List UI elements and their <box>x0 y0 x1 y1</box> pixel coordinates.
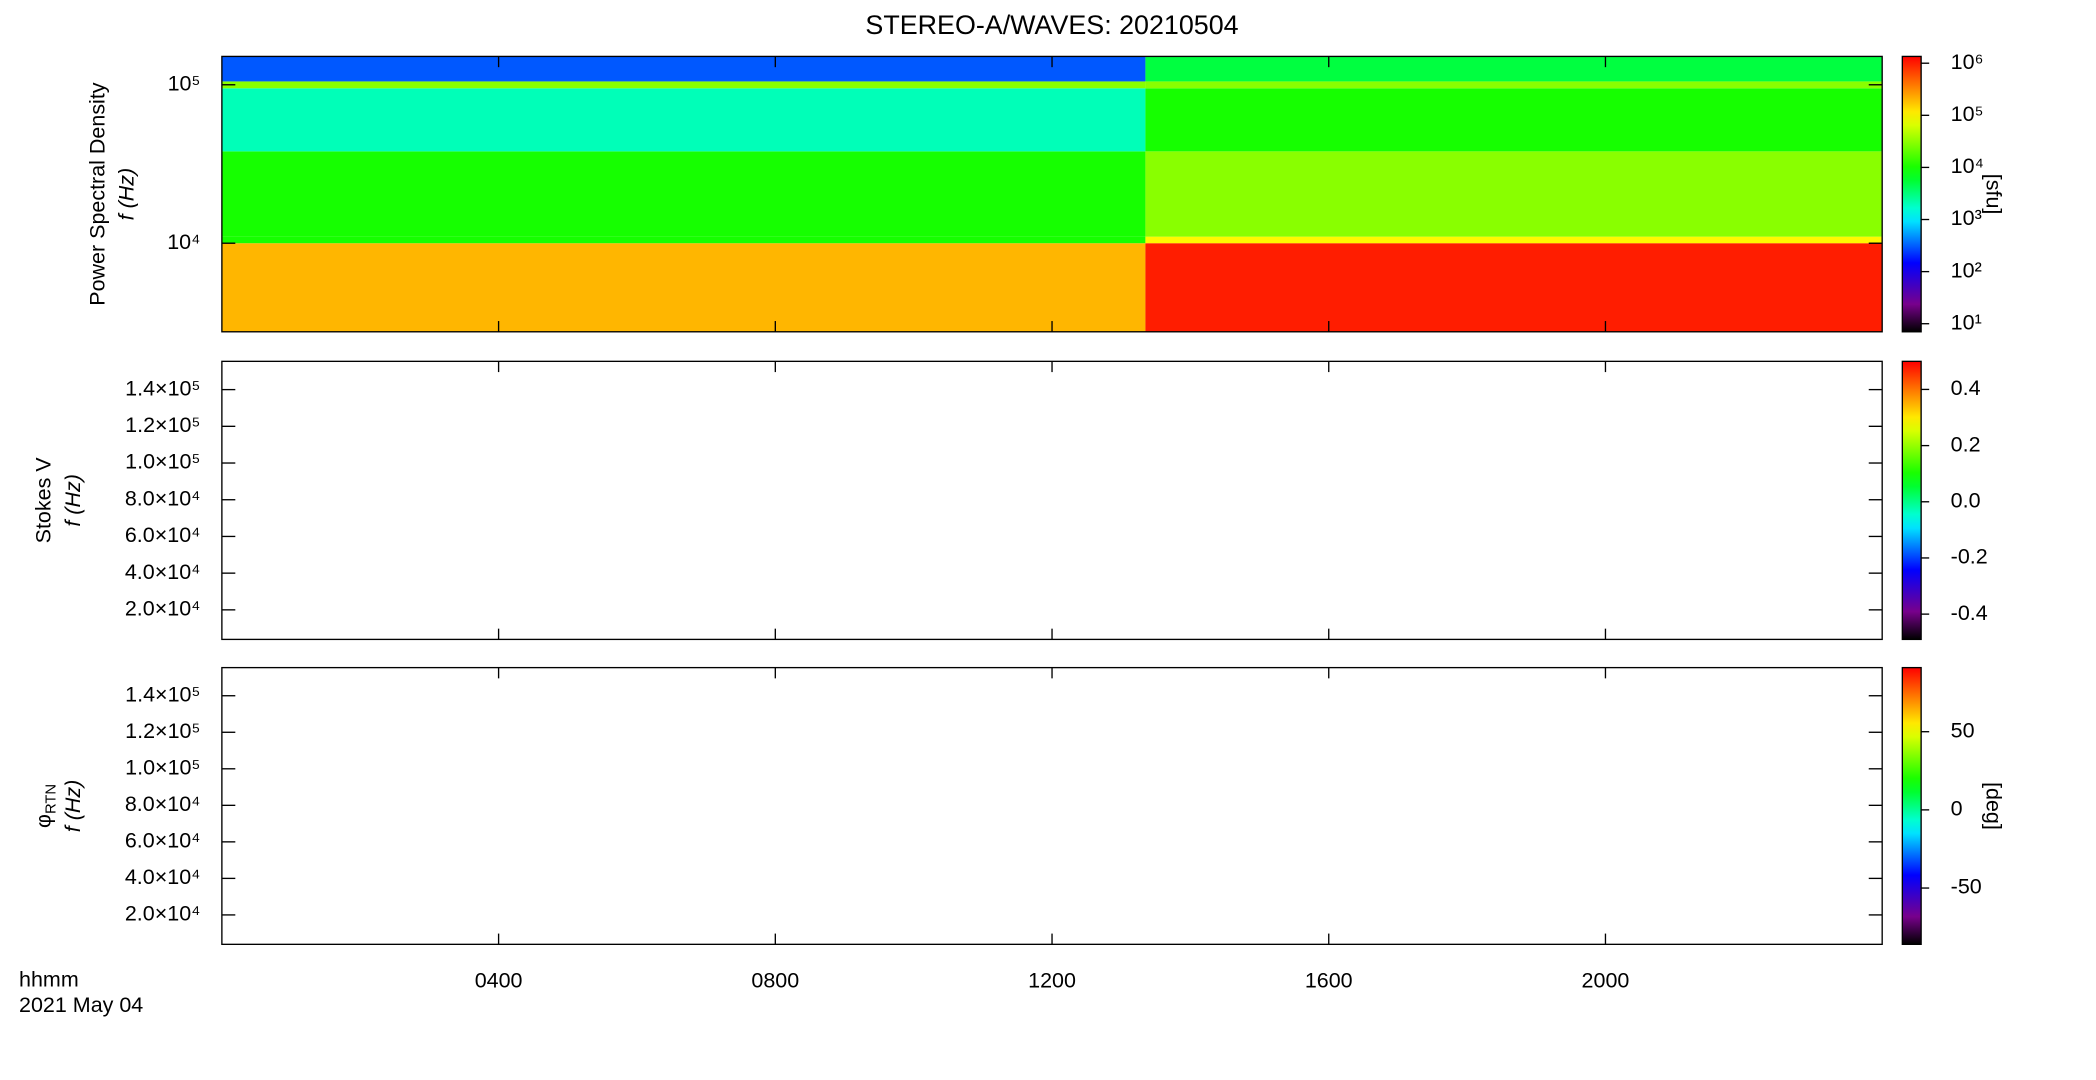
colorbar-tick-label: 0 <box>1951 797 1963 821</box>
y-tick-label: 6.0×10⁴ <box>125 523 201 547</box>
heatmap-cell <box>1145 88 1883 152</box>
y-axis-label-sub: RTN <box>43 784 59 814</box>
colorbar-tick-label: 0.0 <box>1951 488 1981 512</box>
heatmap-cell <box>221 88 1146 152</box>
colorbar-tick-label: -0.4 <box>1951 601 1988 625</box>
y-tick-label: 1.0×10⁵ <box>125 450 200 474</box>
date-label: 2021 May 04 <box>19 993 143 1017</box>
y-tick-label: 8.0×10⁴ <box>125 792 201 816</box>
colorbar-tick-label: 10² <box>1951 258 1982 282</box>
y-tick-label: 8.0×10⁴ <box>125 486 201 510</box>
colorbar <box>1901 360 1922 641</box>
y-axis-label: Stokes V <box>31 457 55 544</box>
x-tick-label: 0800 <box>751 969 799 993</box>
y-tick-label: 1.0×10⁵ <box>125 755 200 779</box>
heatmap-cell <box>221 236 1146 244</box>
y-tick-label: 10⁴ <box>167 230 200 254</box>
y-axis-label-main: Power Spectral Density <box>85 82 109 306</box>
heatmap-cell <box>221 243 1146 332</box>
colorbar-tick-label: 10¹ <box>1951 310 1982 334</box>
y-tick-label: 1.2×10⁵ <box>125 719 200 743</box>
colorbar-tick-label: -50 <box>1951 875 1982 899</box>
heatmap-cell <box>1145 81 1883 89</box>
plot-frame <box>221 666 1883 945</box>
colorbar-tick-label: 10³ <box>1951 206 1982 230</box>
y-axis-label-main: Stokes V <box>31 457 55 544</box>
y-tick-label: 4.0×10⁴ <box>125 865 201 889</box>
y-tick-label: 2.0×10⁴ <box>125 597 201 621</box>
x-tick-label: 0400 <box>475 969 523 993</box>
y-tick-label: 10⁵ <box>168 71 201 95</box>
colorbar-tick-label: 0.4 <box>1951 376 1981 400</box>
colorbar-tick-label: -0.2 <box>1951 545 1988 569</box>
x-tick-label: 1200 <box>1028 969 1076 993</box>
plot-frame <box>221 360 1883 641</box>
colorbar-tick-label: 10⁶ <box>1951 50 1984 74</box>
colorbar-tick-label: 10⁵ <box>1951 102 1984 126</box>
y-tick-label: 1.2×10⁵ <box>125 413 200 437</box>
y-tick-label: 1.4×10⁵ <box>125 376 200 400</box>
heatmap-cell <box>221 56 1146 82</box>
colorbar <box>1901 55 1922 333</box>
heatmap-cell <box>1145 236 1883 244</box>
x-tick-label: 2000 <box>1582 969 1630 993</box>
x-tick-label: 1600 <box>1305 969 1353 993</box>
y-axis-label: φRTN <box>31 784 59 828</box>
y-axis-label-units: f (Hz) <box>115 168 139 221</box>
y-tick-label: 4.0×10⁴ <box>125 560 201 584</box>
heatmap-cell <box>221 151 1146 237</box>
y-tick-label: 6.0×10⁴ <box>125 829 201 853</box>
y-tick-label: 2.0×10⁴ <box>125 902 201 926</box>
colorbar-label: [sfu] <box>1982 174 2006 215</box>
colorbar-tick-label: 10⁴ <box>1951 154 1984 178</box>
title: STEREO-A/WAVES: 20210504 <box>865 10 1238 40</box>
heatmap-cell <box>1145 243 1883 332</box>
colorbar-label: [deg] <box>1982 782 2006 830</box>
y-tick-label: 1.4×10⁵ <box>125 682 200 706</box>
y-axis-label-units: f (Hz) <box>61 474 85 527</box>
time-label: hhmm <box>19 967 79 991</box>
y-axis-label-units: f (Hz) <box>61 780 85 833</box>
heatmap-cell <box>1145 151 1883 237</box>
y-axis-label-main: φ <box>31 814 55 828</box>
colorbar <box>1901 666 1922 945</box>
colorbar-tick-label: 0.2 <box>1951 432 1981 456</box>
colorbar-tick-label: 50 <box>1951 718 1975 742</box>
heatmap-cell <box>221 81 1146 89</box>
y-axis-label: Power Spectral Density <box>85 82 109 306</box>
heatmap-cell <box>1145 56 1883 82</box>
